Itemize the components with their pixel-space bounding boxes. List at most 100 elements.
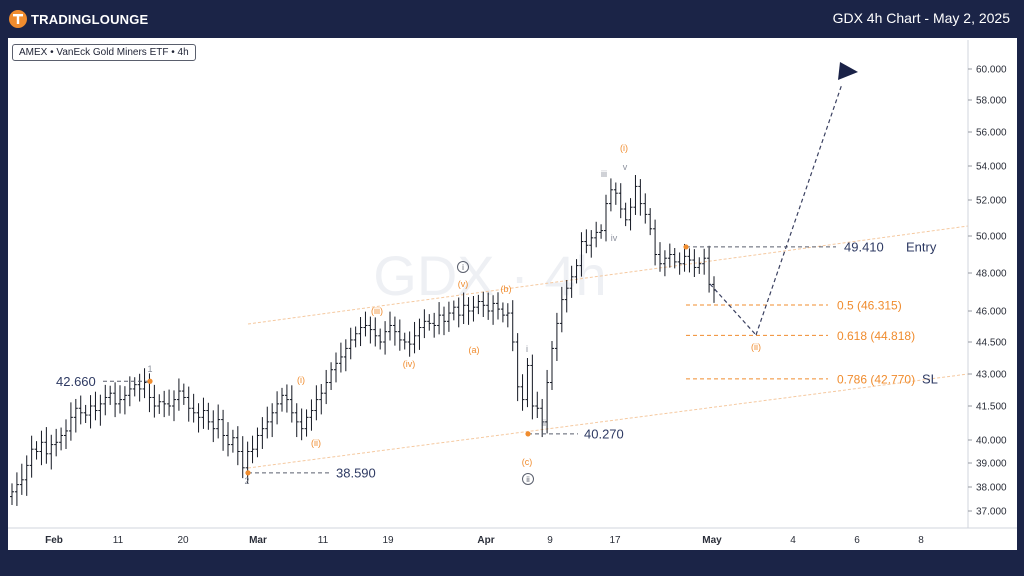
time-tick-label: Apr xyxy=(477,535,494,546)
time-tick-label: 11 xyxy=(318,535,329,546)
wave-label: (iv) xyxy=(403,359,416,369)
price-bar xyxy=(653,219,658,266)
fib-level-label: 0.618 (44.818) xyxy=(837,329,915,343)
price-bar xyxy=(54,428,59,457)
price-bar xyxy=(162,390,167,418)
price-bar xyxy=(486,292,491,320)
price-bar xyxy=(196,403,201,433)
fib-level-label: 0.786 (42.770) xyxy=(837,372,915,386)
price-bar xyxy=(152,384,157,418)
price-tick-label: 52.000 xyxy=(976,196,1007,207)
price-tick-label: 48.000 xyxy=(976,269,1007,280)
price-tick-label: 58.000 xyxy=(976,96,1007,107)
wave-label: (a) xyxy=(469,345,480,355)
price-bar xyxy=(260,417,265,449)
price-tick-label: 37.000 xyxy=(976,507,1007,518)
price-bar xyxy=(545,369,550,434)
price-bar xyxy=(515,333,520,402)
price-bar xyxy=(559,286,564,333)
price-bar xyxy=(442,306,446,336)
price-bar xyxy=(638,179,643,216)
price-bar xyxy=(324,369,329,405)
symbol-legend[interactable]: AMEX • VanEck Gold Miners ETF • 4h xyxy=(12,44,196,61)
price-bar xyxy=(643,193,648,224)
price-bar xyxy=(658,242,662,272)
price-bar xyxy=(456,297,461,328)
price-bar xyxy=(338,342,343,373)
chart-area[interactable] xyxy=(8,38,1017,550)
price-bar xyxy=(466,297,471,325)
price-bar xyxy=(275,391,280,425)
price-level-label: 38.590 xyxy=(336,465,376,480)
price-bar xyxy=(309,399,314,431)
price-bar xyxy=(550,340,554,390)
price-bar xyxy=(520,374,525,411)
time-tick-label: 8 xyxy=(918,535,924,546)
price-bar xyxy=(608,178,613,212)
price-bar xyxy=(334,352,338,383)
price-bar xyxy=(707,245,712,293)
price-bar xyxy=(132,377,137,397)
wave-label-circle: ii xyxy=(526,475,530,484)
price-bar xyxy=(446,301,451,332)
price-bar xyxy=(368,316,373,344)
price-bar xyxy=(584,229,589,254)
price-bar xyxy=(186,386,191,422)
price-tick-label: 38.000 xyxy=(976,483,1007,494)
time-tick-label: 6 xyxy=(854,535,860,546)
price-bar xyxy=(221,409,226,451)
price-bar xyxy=(59,427,64,451)
price-bar xyxy=(191,393,196,423)
price-bar xyxy=(476,294,481,315)
forecast-arrow-head xyxy=(838,62,858,80)
price-bar xyxy=(402,332,407,350)
time-tick-label: 19 xyxy=(382,535,394,546)
price-bar xyxy=(343,339,348,372)
price-bar xyxy=(64,419,68,449)
chart-watermark: GDX · 4h xyxy=(373,244,606,307)
wave-label: v xyxy=(623,162,628,172)
price-bar xyxy=(432,312,437,338)
price-bar xyxy=(363,311,368,337)
price-tick-label: 43.000 xyxy=(976,370,1007,381)
wave-label: ii xyxy=(542,418,546,428)
wave-label: (b) xyxy=(501,284,512,294)
price-bar xyxy=(206,402,211,430)
wave-label: (iii) xyxy=(371,306,383,316)
wave-label: (i) xyxy=(620,143,628,153)
price-bar xyxy=(157,394,162,414)
price-tick-label: 60.000 xyxy=(976,65,1007,76)
price-bar xyxy=(540,398,545,438)
price-bar xyxy=(378,328,383,350)
price-bar xyxy=(299,408,304,441)
price-bar xyxy=(122,386,127,415)
price-bar xyxy=(245,441,250,484)
channel-lower-line xyxy=(247,373,969,469)
price-bar xyxy=(618,183,623,219)
price-bar xyxy=(68,402,73,441)
pivot-dot xyxy=(245,470,251,476)
price-bar xyxy=(289,385,294,423)
wave-label: 1 xyxy=(147,364,152,374)
price-bar xyxy=(142,368,147,399)
price-tick-label: 56.000 xyxy=(976,128,1007,139)
time-tick-label: 17 xyxy=(609,535,621,546)
brand-logo: TRADINGLOUNGE xyxy=(8,9,148,29)
price-bar xyxy=(525,358,530,408)
price-bar xyxy=(623,202,628,227)
price-level-label: 49.410 xyxy=(844,239,884,254)
price-bar xyxy=(687,248,692,273)
price-bar xyxy=(569,265,574,298)
price-bar xyxy=(98,394,103,426)
stop-loss-label: SL xyxy=(922,371,938,386)
price-tick-label: 41.500 xyxy=(976,402,1007,413)
wave-circle-marker xyxy=(457,261,469,273)
price-bar xyxy=(383,321,388,355)
price-bar xyxy=(392,316,397,346)
price-bar xyxy=(407,331,412,357)
price-bar xyxy=(329,362,334,390)
forecast-up-leg xyxy=(755,83,843,336)
brand-name: TRADINGLOUNGE xyxy=(31,11,149,27)
wave-label: (ii) xyxy=(751,342,761,352)
price-bar xyxy=(240,436,245,479)
